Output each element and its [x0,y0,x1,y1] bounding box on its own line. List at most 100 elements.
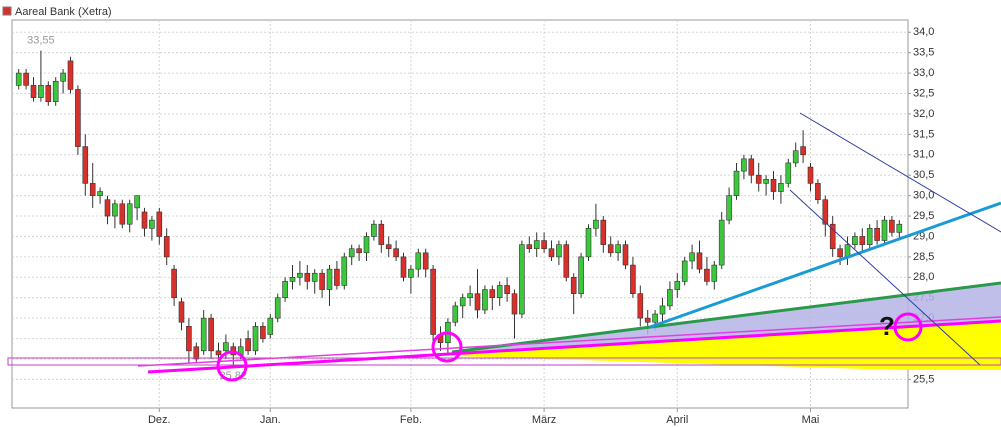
candle-body [630,264,636,294]
plot-frame [11,19,909,409]
candle-body [482,289,488,311]
candle-body [149,219,155,229]
candle-body [15,72,22,86]
y-tick-label: 34,0 [913,26,934,38]
candle-body [770,178,777,192]
candle-body [504,285,510,294]
chart-title: Aareal Bank (Xetra) [15,6,112,18]
candle-body [689,252,695,262]
x-tick-label: Dez. [148,414,171,426]
candle-body [733,170,740,196]
candle-body [97,191,103,196]
candle-body [718,219,725,266]
candle-body [533,240,540,250]
candle-body [889,219,895,233]
candle-body [600,219,607,245]
candle-body [356,248,362,254]
x-tick-label: Jan. [260,414,281,426]
candle-body [792,150,799,164]
candle-body [52,80,59,102]
y-tick-label: 28,5 [913,251,934,263]
candle-body [363,236,370,254]
candle-body [163,236,170,258]
candle-body [800,146,806,156]
candle-body [45,85,52,102]
candle-body [223,342,229,352]
candle-body [393,248,399,258]
x-tick-label: April [666,414,688,426]
candle-body [126,203,133,225]
candle-body [696,252,703,270]
y-tick-label: 30,5 [913,169,934,181]
candle-body [274,297,281,319]
green-trendline [451,281,1001,354]
y-tick-label: 33,0 [913,67,934,79]
support-band [7,357,1001,366]
candle-body [778,183,784,192]
circle-marker [431,331,463,363]
candle-body [334,268,340,286]
candle-body [89,183,96,196]
y-tick-label: 31,5 [913,128,934,140]
candle-body [556,244,562,258]
candle-body [134,195,140,209]
candle-body [852,236,858,245]
candle-body [637,293,644,319]
candle-body [474,293,481,311]
x-tick-label: Mai [802,414,820,426]
candle-body [385,244,392,250]
y-tick-label: 28,0 [913,271,934,283]
y-tick-label: 30,0 [913,190,934,202]
candle-body [267,317,274,335]
candle-body [526,244,533,250]
candle-body [186,326,192,352]
candle-body [785,162,792,184]
candle-body [815,183,821,201]
channel-bottom [789,189,981,366]
candle-body [82,146,89,184]
candle-body [156,211,163,237]
candle-body [282,281,288,299]
x-tick-label: März [532,414,556,426]
candle-body [741,158,747,172]
candle-body [667,289,673,307]
y-tick-label: 29,5 [913,210,934,222]
candle-body [866,227,873,245]
candle-body [578,256,584,294]
candle-body [422,252,429,270]
legend-swatch [2,6,12,16]
candle-body [112,203,118,217]
candle-body [652,313,658,323]
candle-body [141,211,148,229]
candle-body [260,326,266,339]
candle-body [67,60,74,90]
extreme-label: 33,55 [27,35,55,47]
candle-body [171,268,177,299]
candle-body [193,346,200,360]
candle-body [178,301,185,323]
candle-body [563,244,570,278]
candle-body [341,256,348,286]
candle-body [208,317,214,352]
candle-body [859,236,866,245]
candle-body [459,297,466,307]
candle-body [519,244,525,315]
candle-body [644,317,651,323]
candle-body [467,293,473,299]
candle-body [755,174,762,184]
candle-body [489,289,496,299]
candle-body [837,248,843,258]
candle-body [245,338,251,352]
magenta-trendline [147,319,1001,374]
candle-body [681,260,688,282]
candle-body [829,223,836,250]
candle-body [297,272,303,278]
candle-body [319,272,325,290]
y-tick-label: 25,5 [913,373,934,385]
question-mark: ? [879,311,895,341]
x-tick-label: Feb. [400,414,422,426]
candle-body [252,326,259,352]
candle-body [215,350,222,356]
candle-body [704,268,710,282]
candle-body [881,219,888,241]
